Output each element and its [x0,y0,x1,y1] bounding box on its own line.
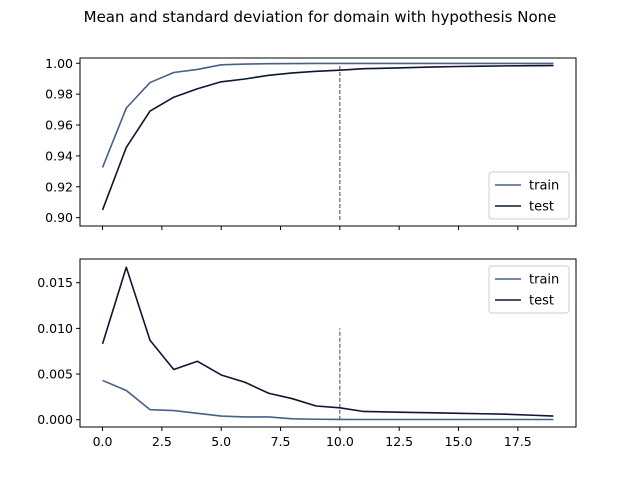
subplot-std: 0.000 0.005 0.010 0.015 0.0 2.5 5.0 7.5 10.0 12.5… [37,259,576,449]
y-tick-label: 0.015 [37,275,73,290]
y-tick-label: 0.98 [45,87,73,102]
x-tick-label: 0.0 [93,434,113,449]
legend-label-test: test [529,294,554,309]
series-line-train [103,63,554,167]
legend: train test [489,266,569,313]
y-tick-label: 0.96 [45,118,73,133]
legend: train test [489,172,569,219]
y-tick-label: 0.94 [45,148,73,163]
x-tick-label: 12.5 [385,434,413,449]
y-tick-label: 0.90 [45,210,73,225]
series-line-test [103,267,554,416]
series-line-test [103,66,554,210]
legend-label-test: test [529,200,554,215]
x-tick-label: 5.0 [211,434,231,449]
legend-label-train: train [529,273,559,288]
x-tick-label: 17.5 [504,434,532,449]
y-tick-label: 0.000 [37,412,73,427]
y-tick-label: 1.00 [45,56,73,71]
x-tick-label: 15.0 [445,434,473,449]
legend-label-train: train [529,179,559,194]
x-tick-label: 10.0 [326,434,354,449]
y-tick-label: 0.005 [37,367,73,382]
y-tick-label: 0.010 [37,321,73,336]
x-tick-label: 2.5 [152,434,172,449]
x-tick-label: 7.5 [271,434,291,449]
y-tick-label: 0.92 [45,179,73,194]
subplot-mean: 0.90 0.92 0.94 0.96 0.98 1.00 train test [45,56,576,230]
